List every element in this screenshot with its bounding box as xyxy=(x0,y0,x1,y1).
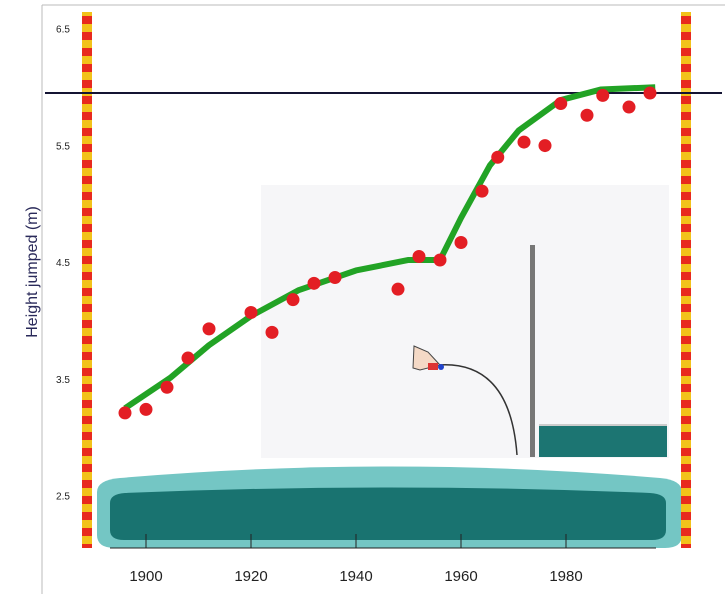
y-tick-label: 6.5 xyxy=(56,25,70,36)
vaulter-shorts xyxy=(428,363,438,370)
data-point xyxy=(412,249,426,263)
x-tick-label: 1900 xyxy=(129,568,162,585)
data-point xyxy=(554,97,568,111)
data-point xyxy=(265,325,279,339)
data-point xyxy=(454,235,468,249)
data-point xyxy=(517,135,531,149)
x-tick-label: 1980 xyxy=(549,568,582,585)
x-tick-label: 1920 xyxy=(234,568,267,585)
left-standard xyxy=(82,12,92,548)
upright xyxy=(530,245,535,457)
data-point xyxy=(538,139,552,153)
data-point xyxy=(328,270,342,284)
data-point xyxy=(433,253,447,267)
illustration-bg xyxy=(261,185,669,458)
mat-inner xyxy=(110,487,666,540)
pole xyxy=(437,364,518,456)
data-point xyxy=(622,100,636,114)
vaulter-shirt xyxy=(438,364,444,370)
y-tick-label: 2.5 xyxy=(56,492,70,503)
data-point xyxy=(181,351,195,365)
landing-pit xyxy=(539,425,667,457)
x-tick-label: 1960 xyxy=(444,568,477,585)
data-point xyxy=(139,402,153,416)
data-point xyxy=(286,293,300,307)
data-point xyxy=(475,184,489,198)
y-tick-label: 5.5 xyxy=(56,141,70,152)
y-tick-label: 4.5 xyxy=(56,258,70,269)
data-point xyxy=(202,322,216,336)
data-point xyxy=(307,276,321,290)
data-point xyxy=(391,282,405,296)
vaulter-illustration xyxy=(412,245,667,457)
data-point xyxy=(118,406,132,420)
x-tick-label: 1940 xyxy=(339,568,372,585)
data-point xyxy=(580,108,594,122)
data-point xyxy=(596,88,610,102)
y-axis-label: Height jumped (m) xyxy=(24,206,41,338)
right-standard xyxy=(681,12,691,548)
data-point xyxy=(491,150,505,164)
data-point xyxy=(160,380,174,394)
data-point xyxy=(244,306,258,320)
y-tick-label: 3.5 xyxy=(56,375,70,386)
landing-mat xyxy=(97,466,682,548)
data-point xyxy=(643,86,657,100)
